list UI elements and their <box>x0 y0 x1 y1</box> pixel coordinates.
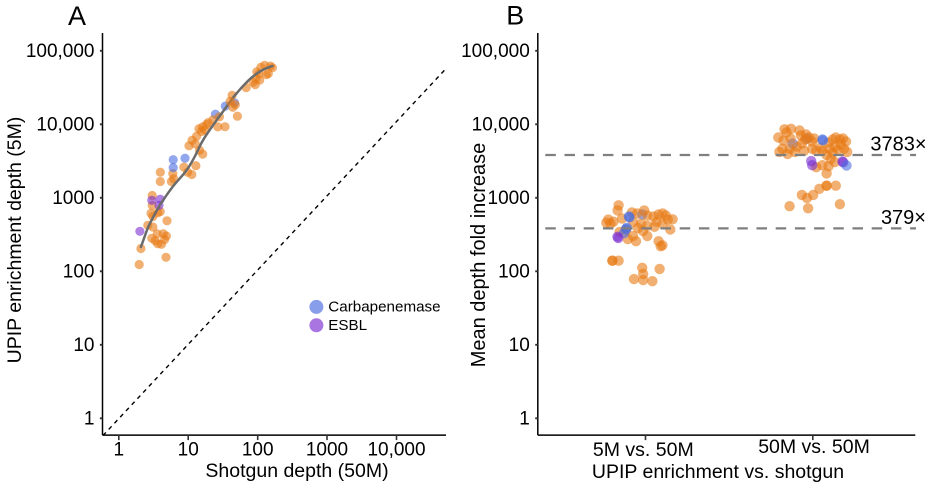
svg-text:1: 1 <box>519 408 530 429</box>
svg-text:1: 1 <box>84 408 95 429</box>
svg-text:Mean depth fold increase: Mean depth fold increase <box>468 143 490 368</box>
svg-text:10,000: 10,000 <box>36 114 94 135</box>
svg-text:10: 10 <box>73 335 94 356</box>
svg-text:10: 10 <box>509 335 530 356</box>
svg-text:UPIP enrichment vs. shotgun: UPIP enrichment vs. shotgun <box>592 461 844 483</box>
svg-text:1000: 1000 <box>488 188 530 209</box>
svg-text:100: 100 <box>242 440 274 461</box>
svg-text:5M vs. 50M: 5M vs. 50M <box>593 439 694 461</box>
svg-text:A: A <box>68 1 86 31</box>
svg-text:1000: 1000 <box>52 188 94 209</box>
svg-text:50M vs. 50M: 50M vs. 50M <box>758 436 870 458</box>
svg-text:B: B <box>506 1 524 31</box>
svg-text:Shotgun depth (50M): Shotgun depth (50M) <box>205 460 388 482</box>
svg-text:10,000: 10,000 <box>367 440 425 461</box>
svg-text:100: 100 <box>498 261 530 282</box>
svg-text:3783×: 3783× <box>870 134 926 156</box>
svg-text:10: 10 <box>178 440 199 461</box>
svg-text:379×: 379× <box>881 207 926 229</box>
svg-text:Carbapenemase: Carbapenemase <box>328 299 440 316</box>
svg-text:ESBL: ESBL <box>328 317 367 334</box>
svg-text:100: 100 <box>63 261 95 282</box>
svg-text:100,000: 100,000 <box>461 41 530 62</box>
svg-text:10,000: 10,000 <box>472 114 530 135</box>
svg-text:UPIP enrichment depth (5M): UPIP enrichment depth (5M) <box>4 117 26 364</box>
svg-text:1: 1 <box>114 440 125 461</box>
svg-text:1000: 1000 <box>306 440 348 461</box>
svg-text:100,000: 100,000 <box>26 41 95 62</box>
